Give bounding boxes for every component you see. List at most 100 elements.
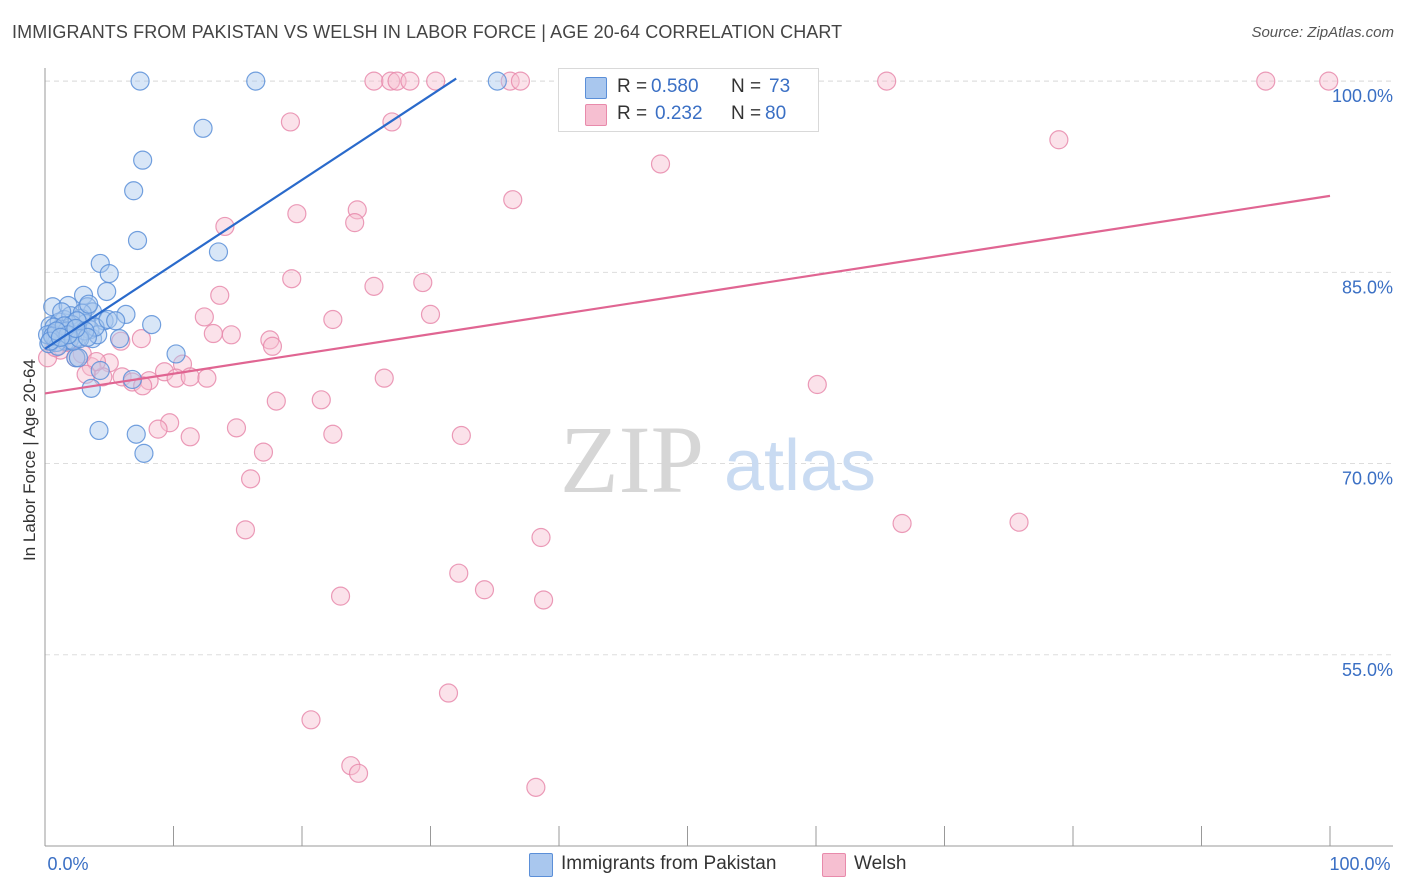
pakistan-point [193, 118, 213, 138]
pakistan-point [124, 181, 144, 201]
pakistan-point [487, 71, 507, 91]
welsh-point [241, 469, 261, 489]
welsh-point [438, 683, 459, 703]
welsh-point [1319, 71, 1339, 91]
pakistan-point [130, 71, 150, 91]
welsh-point [148, 419, 168, 439]
welsh-point [203, 323, 223, 344]
welsh-point [474, 580, 495, 600]
pakistan-point [97, 281, 117, 302]
chart-title: IMMIGRANTS FROM PAKISTAN VS WELSH IN LAB… [12, 22, 843, 42]
trendlines [44, 77, 1331, 395]
bottom-legend-label: Welsh [854, 853, 907, 874]
welsh-point [221, 325, 241, 345]
welsh-points [37, 71, 1339, 797]
welsh-point [131, 329, 151, 349]
welsh-point [364, 276, 384, 296]
legend-r-label: R = [617, 76, 648, 97]
y-axis-label: In Labor Force | Age 20-64 [20, 359, 39, 561]
welsh-point [807, 374, 827, 395]
welsh-point [323, 424, 343, 444]
legend-row-pakistan: R = 0.580 N = 73 [585, 74, 815, 100]
axes-layer [44, 68, 1393, 847]
welsh-point [451, 425, 471, 446]
bottom-legend-label: Immigrants from Pakistan [561, 853, 777, 874]
source-credit: Source: ZipAtlas.com [1251, 24, 1394, 41]
welsh-point [341, 756, 361, 776]
welsh-point [348, 763, 369, 783]
pakistan-point [142, 315, 162, 335]
pakistan-point [116, 304, 136, 325]
welsh-point [323, 309, 343, 330]
welsh-point [420, 304, 441, 325]
welsh-point [1009, 512, 1029, 532]
welsh-point [877, 71, 897, 91]
legend-swatch-pink [585, 104, 607, 126]
pakistan-point [68, 348, 89, 368]
welsh-point [287, 204, 307, 224]
legend-n-value: 73 [769, 76, 791, 97]
y-tick-label: 70.0% [1342, 469, 1393, 489]
watermark: ZIP atlas [560, 406, 876, 513]
legend-swatch-blue [585, 77, 607, 99]
welsh-point [503, 190, 523, 210]
welsh-point [426, 71, 446, 91]
welsh-point [180, 427, 200, 447]
x-tick-label-min: 0.0% [47, 854, 88, 874]
pakistan-point [134, 443, 154, 463]
legend-row-welsh: R = 0.232 N = 80 [585, 101, 815, 127]
welsh-point [1049, 130, 1069, 150]
welsh-point [253, 442, 274, 462]
pakistan-point [89, 420, 109, 441]
pakistan-point [40, 331, 60, 351]
welsh-point [160, 413, 180, 433]
pakistan-point [109, 329, 130, 349]
pakistan-trendline [44, 77, 457, 350]
bottom-legend-pakistan: Immigrants from Pakistan [529, 852, 809, 877]
y-tick-label: 85.0% [1342, 277, 1393, 297]
welsh-point [364, 71, 384, 91]
bottom-legend-swatch-blue [529, 853, 553, 877]
watermark-zip: ZIP [560, 406, 704, 513]
welsh-point [533, 590, 554, 610]
y-tick-label: 55.0% [1342, 660, 1393, 680]
welsh-trendline [44, 194, 1331, 395]
welsh-point [413, 272, 433, 293]
welsh-point [345, 213, 365, 233]
welsh-point [215, 216, 235, 237]
welsh-point [374, 368, 394, 388]
x-tick-label-max: 100.0% [1329, 854, 1390, 874]
pakistan-point [52, 302, 72, 322]
welsh-point [266, 391, 286, 411]
welsh-point [262, 336, 283, 356]
welsh-point [226, 418, 247, 438]
welsh-point [311, 390, 331, 410]
welsh-point [133, 376, 153, 396]
welsh-point [381, 71, 401, 91]
legend-n-label: N = [731, 103, 762, 124]
pakistan-point [99, 264, 119, 284]
welsh-point [1256, 71, 1276, 91]
welsh-point [282, 269, 302, 289]
bottom-legend-swatch-pink [822, 853, 846, 877]
welsh-point [400, 71, 420, 91]
pakistan-point [127, 230, 148, 251]
pakistan-points [37, 71, 507, 463]
pakistan-point [79, 294, 99, 314]
legend-n-label: N = [731, 76, 762, 97]
legend-r-value: 0.232 [655, 103, 703, 124]
welsh-point [210, 285, 230, 305]
grid-layer [45, 80, 1393, 656]
welsh-point [526, 777, 546, 797]
pakistan-point [208, 242, 229, 262]
pakistan-point [133, 150, 153, 170]
welsh-point [235, 520, 256, 540]
pakistan-point [246, 71, 266, 91]
legend: R = 0.580 N = 73 R = 0.232 N = 80 [558, 68, 819, 132]
legend-r-label: R = [617, 103, 648, 124]
y-tick-label: 100.0% [1332, 86, 1393, 106]
welsh-point [280, 112, 301, 132]
pakistan-point [126, 424, 146, 444]
watermark-atlas: atlas [724, 426, 876, 506]
